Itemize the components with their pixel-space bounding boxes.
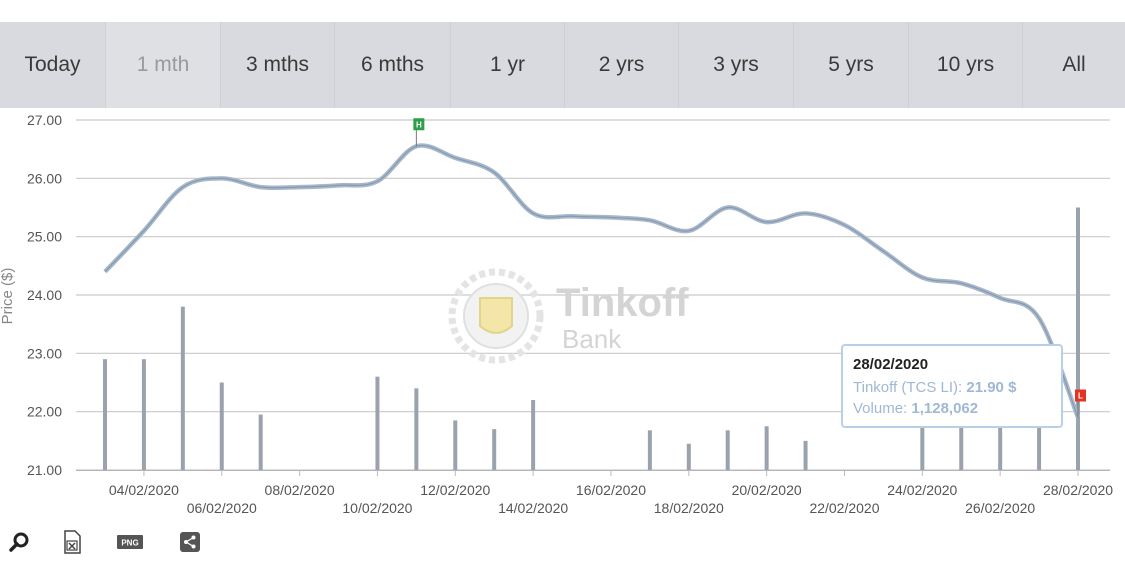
tooltip-volume-value: 1,128,062 (911, 400, 979, 417)
y-tick-label: 22.00 (27, 404, 62, 420)
x-tick-label: 16/02/2020 (576, 482, 646, 498)
excel-export-icon[interactable] (58, 528, 86, 556)
marker-h: H (413, 118, 425, 147)
x-tick-label: 24/02/2020 (887, 482, 957, 498)
extreme-markers: HL (413, 118, 1086, 418)
volume-bar (141, 359, 146, 470)
tab-1-yr[interactable]: 1 yr (451, 22, 565, 108)
tab-3-mths[interactable]: 3 mths (221, 22, 335, 108)
volume-bar (1037, 394, 1042, 470)
tinkoff-logo-emblem (448, 268, 544, 364)
tinkoff-watermark: Tinkoff Bank (448, 268, 689, 364)
watermark-brand: Tinkoff (556, 281, 689, 325)
tooltip-price-label: Tinkoff (TCS LI): (853, 379, 967, 396)
volume-bar (725, 430, 730, 470)
tooltip-price-row: Tinkoff (TCS LI): 21.90 $ (853, 377, 1051, 398)
x-tick-label: 22/02/2020 (809, 500, 879, 516)
y-tick-label: 26.00 (27, 170, 62, 186)
x-tick-label: 14/02/2020 (498, 500, 568, 516)
tab-10-yrs[interactable]: 10 yrs (909, 22, 1023, 108)
volume-bar (258, 414, 263, 470)
tab-6-mths[interactable]: 6 mths (335, 22, 451, 108)
x-tick-label: 08/02/2020 (265, 482, 335, 498)
volume-bar (414, 388, 419, 470)
x-tick-label: 06/02/2020 (187, 500, 257, 516)
x-tick-label: 26/02/2020 (965, 500, 1035, 516)
price-line-core (104, 144, 1079, 418)
data-tooltip: 28/02/2020 Tinkoff (TCS LI): 21.90 $ Vol… (841, 344, 1063, 428)
marker-label: H (416, 120, 422, 129)
volume-bar (180, 306, 185, 470)
volume-bar (920, 411, 925, 470)
tab-today[interactable]: Today (0, 22, 106, 108)
volume-bar (764, 426, 769, 470)
tooltip-volume-label: Volume: (853, 400, 912, 417)
tab-all[interactable]: All (1062, 53, 1086, 76)
x-tick-label: 28/02/2020 (1043, 482, 1113, 498)
tooltip-date: 28/02/2020 (853, 356, 929, 373)
y-axis-label: Price ($) (0, 268, 16, 325)
x-axis: 04/02/2020 08/02/2020 12/02/2020 16/02/2020… (76, 470, 1113, 516)
marker-label: L (1078, 392, 1083, 401)
x-tick-label: 10/02/2020 (342, 500, 412, 516)
volume-bar (492, 429, 497, 470)
time-range-tabs: Today 1 mth 3 mths 6 mths 1 yr 2 yrs 3 yrs 5 yr… (0, 22, 1125, 108)
volume-bar (103, 359, 107, 470)
y-tick-label: 21.00 (27, 462, 62, 478)
marker-l: L (1075, 389, 1086, 418)
x-tick-label: 18/02/2020 (654, 500, 724, 516)
chart-toolbar: PNG (0, 528, 300, 564)
tab-5-yrs[interactable]: 5 yrs (794, 22, 909, 108)
price-chart: Tinkoff Bank 27.00 26.00 25.00 24.00 23.00 22… (0, 112, 1113, 516)
volume-bar (803, 440, 808, 470)
search-icon[interactable] (6, 528, 34, 556)
volume-bar (375, 376, 380, 470)
volume-bar (686, 443, 691, 470)
tab-1-mth[interactable]: 1 mth (106, 22, 221, 108)
price-line (103, 143, 1081, 419)
png-export-icon[interactable]: PNG (116, 528, 144, 556)
y-tick-label: 23.00 (27, 345, 62, 361)
tooltip-price-value: 21.90 $ (966, 379, 1017, 396)
tab-3-yrs[interactable]: 3 yrs (679, 22, 794, 108)
volume-bar (453, 420, 458, 470)
tab-2-yrs[interactable]: 2 yrs (565, 22, 679, 108)
share-icon[interactable] (176, 528, 204, 556)
tooltip-volume-row: Volume: 1,128,062 (853, 398, 1051, 419)
volume-bar (959, 411, 964, 470)
png-label: PNG (121, 539, 138, 548)
y-tick-label: 27.00 (27, 112, 62, 128)
volume-bar (531, 400, 536, 470)
y-axis-ticks: 27.00 26.00 25.00 24.00 23.00 22.00 21.00 (27, 112, 62, 478)
x-tick-label: 04/02/2020 (109, 482, 179, 498)
volume-bar (1076, 207, 1080, 470)
x-tick-label: 20/02/2020 (732, 482, 802, 498)
watermark-sub: Bank (562, 324, 622, 354)
volume-bar (647, 430, 652, 470)
x-tick-label: 12/02/2020 (420, 482, 490, 498)
y-tick-label: 25.00 (27, 229, 62, 245)
y-tick-label: 24.00 (27, 287, 62, 303)
volume-bar (219, 382, 224, 470)
